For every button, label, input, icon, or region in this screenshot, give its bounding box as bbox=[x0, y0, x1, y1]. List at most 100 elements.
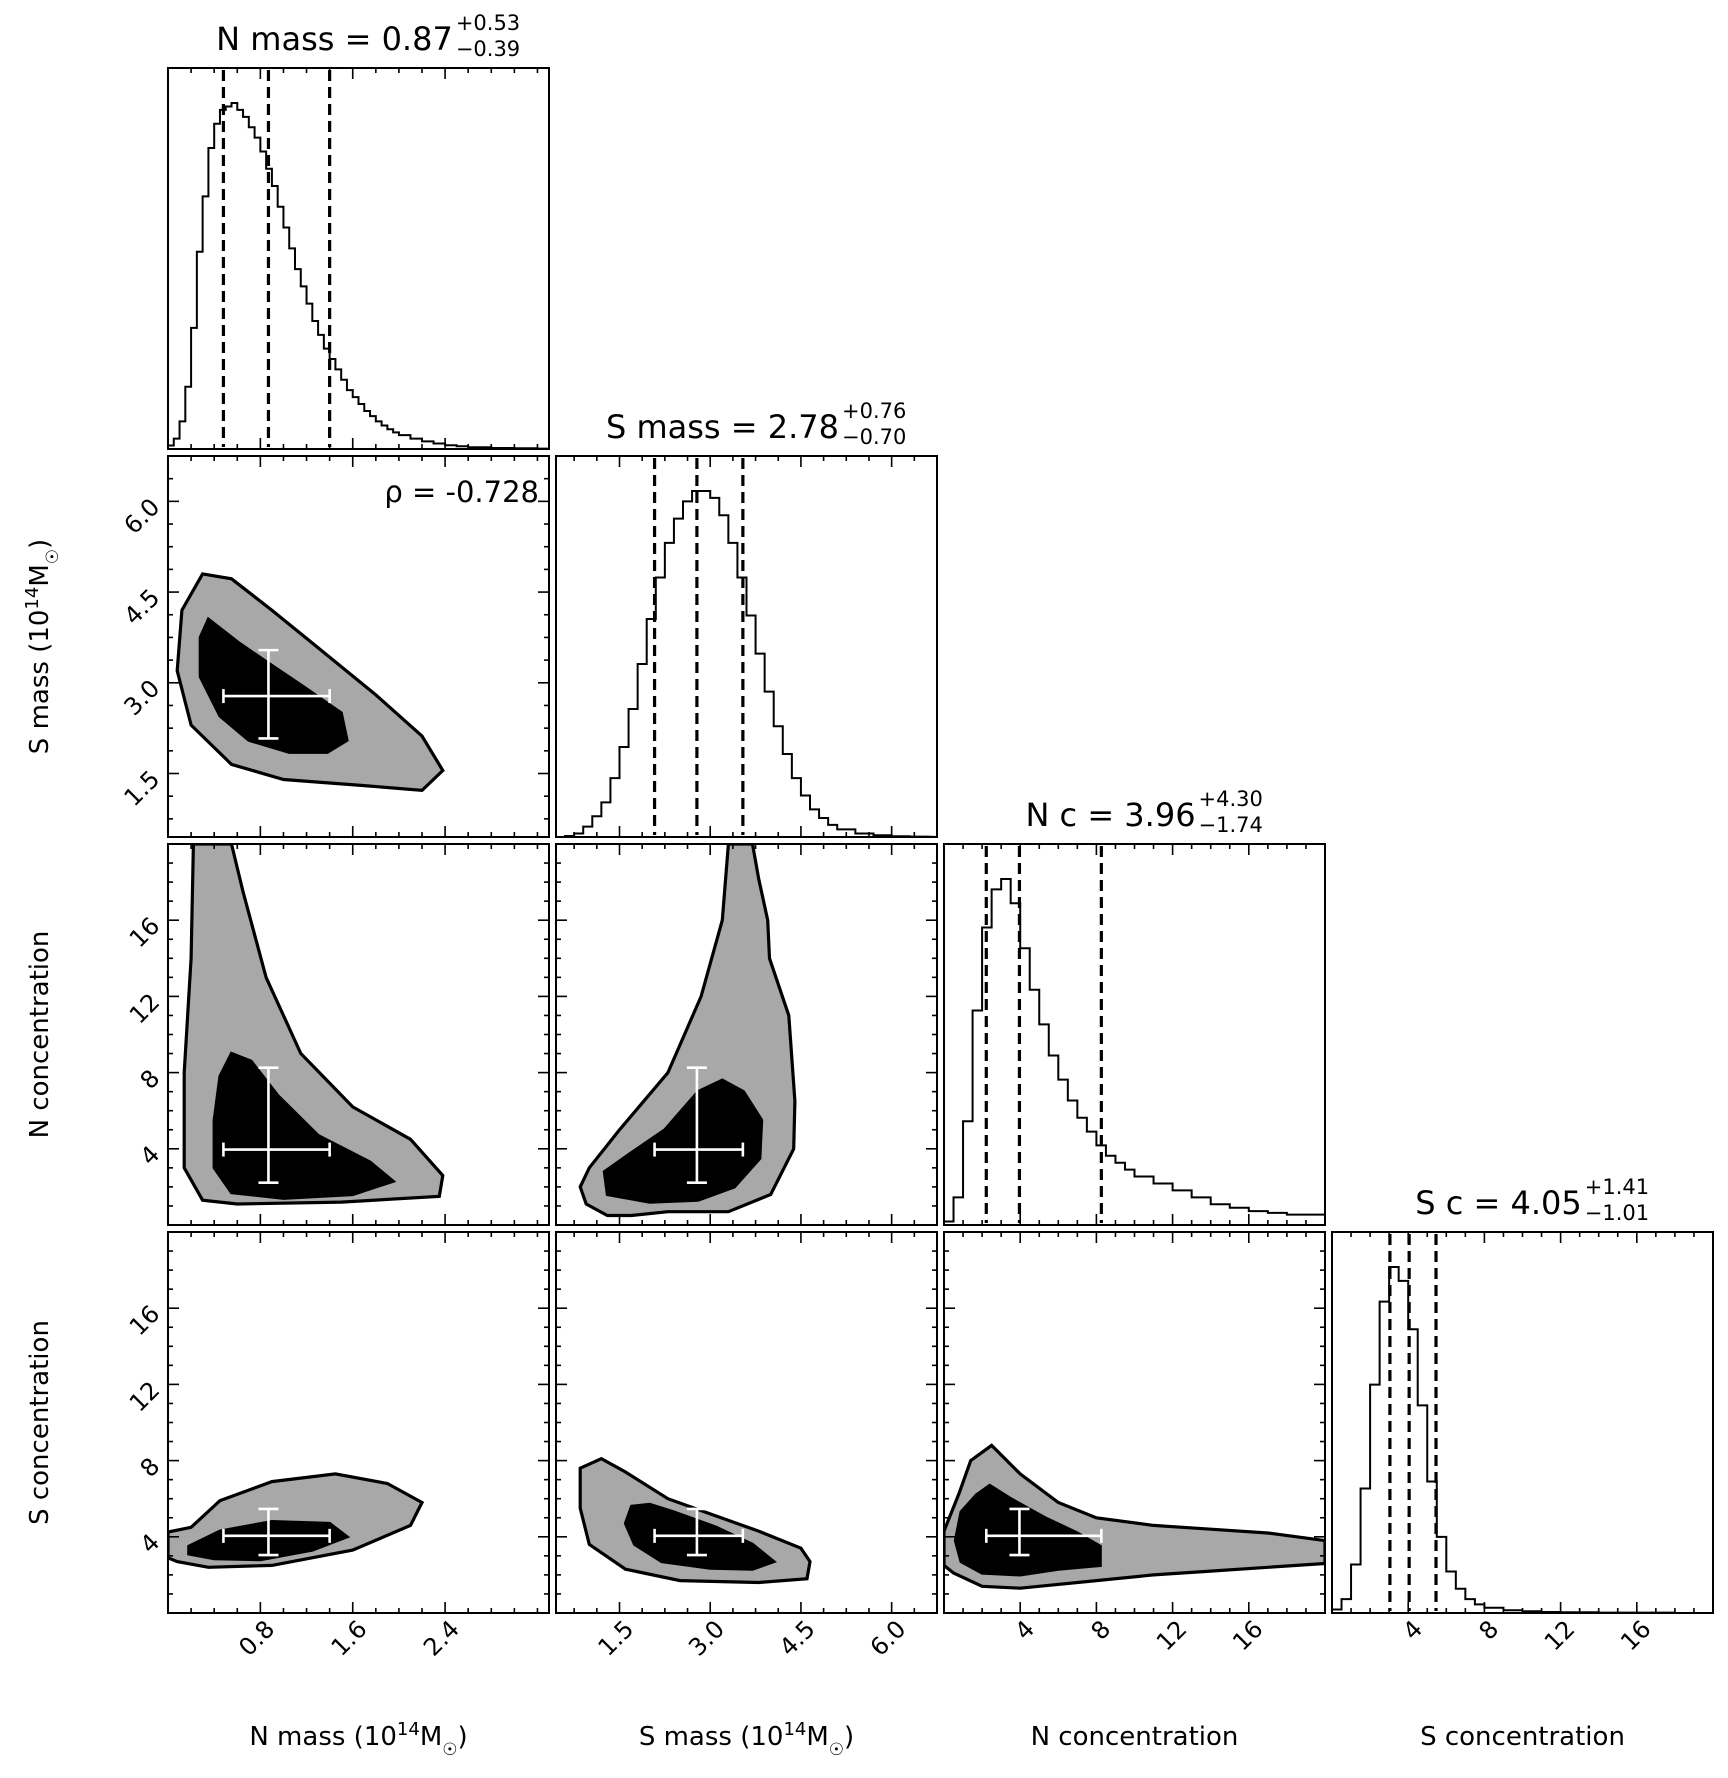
title-plus-error: +4.30 bbox=[1199, 787, 1263, 811]
x-axis-label-smass: S mass (1014M☉) bbox=[639, 1719, 854, 1761]
axis-label-unit: M bbox=[420, 1722, 442, 1752]
contour-group bbox=[168, 1472, 425, 1569]
x-tick-label: 4.5 bbox=[774, 1615, 821, 1662]
panel-frame bbox=[167, 455, 550, 838]
histogram-steps bbox=[167, 102, 550, 450]
x-axis-label-nconc: N concentration bbox=[1031, 1722, 1239, 1752]
title-name: S c bbox=[1415, 1184, 1463, 1222]
contour-panel-sconc-vs-nmass bbox=[167, 1231, 550, 1614]
axis-label-close: ) bbox=[25, 539, 55, 549]
histogram-title-sconc: S c = 4.05 +1.41−1.01 bbox=[1415, 1175, 1649, 1225]
contour-panel-sconc-vs-smass bbox=[555, 1231, 938, 1614]
panel-background bbox=[1332, 1232, 1713, 1613]
x-axis-label-nmass: N mass (1014M☉) bbox=[249, 1719, 467, 1761]
panel-frame bbox=[167, 1231, 550, 1614]
x-tick-label: 16 bbox=[1227, 1615, 1268, 1656]
axis-label-sun-symbol: ☉ bbox=[43, 549, 63, 564]
title-equals: = bbox=[721, 408, 768, 446]
median-error-bars bbox=[653, 1066, 745, 1185]
panel-frame bbox=[943, 843, 1326, 1226]
axis-label-unit: M bbox=[806, 1722, 828, 1752]
panel-frame bbox=[167, 67, 550, 450]
title-name: N mass bbox=[216, 20, 334, 58]
title-name: S mass bbox=[606, 408, 721, 446]
axis-label-close: ) bbox=[844, 1722, 854, 1752]
y-tick-label: 6.0 bbox=[119, 493, 166, 540]
title-minus-error: −1.74 bbox=[1199, 813, 1263, 837]
y-tick-label: 1.5 bbox=[119, 765, 166, 812]
contour-panel-smass-vs-nmass: ρ = -0.728 bbox=[167, 455, 550, 838]
contour-group bbox=[578, 844, 797, 1218]
contour-panel-sconc-vs-nconc bbox=[943, 1231, 1326, 1614]
y-tick-label: 4 bbox=[135, 1528, 166, 1559]
panel-frame bbox=[555, 455, 938, 838]
title-equals: = bbox=[334, 20, 381, 58]
panel-frame bbox=[555, 843, 938, 1226]
y-tick-label: 12 bbox=[124, 1376, 165, 1417]
y-tick-label: 12 bbox=[124, 988, 165, 1029]
panel-background bbox=[556, 456, 937, 837]
histogram-title-nmass: N mass = 0.87 +0.53−0.39 bbox=[216, 11, 520, 61]
histogram-panel-sconc: S c = 4.05 +1.41−1.01 bbox=[1331, 1175, 1714, 1614]
x-tick-label: 8 bbox=[1474, 1615, 1505, 1646]
median-error-bars bbox=[222, 1066, 331, 1185]
axis-label-base: S mass (10 bbox=[639, 1722, 784, 1752]
panel-frame bbox=[943, 1231, 1326, 1614]
panels: N mass = 0.87 +0.53−0.39 S mass = 2.78 +0.7… bbox=[167, 11, 1714, 1614]
title-name: N c bbox=[1025, 796, 1077, 834]
x-tick-label: 4 bbox=[1009, 1615, 1040, 1646]
median-error-bars bbox=[222, 648, 331, 740]
title-text: N mass = 0.87 bbox=[216, 20, 453, 58]
x-tick-label: 8 bbox=[1086, 1615, 1117, 1646]
x-tick-label: 12 bbox=[1539, 1615, 1580, 1656]
x-tick-label: 16 bbox=[1615, 1615, 1656, 1656]
contour-68-region bbox=[602, 1078, 764, 1204]
x-tick-label: 0.8 bbox=[233, 1615, 280, 1662]
axis-label-sun-symbol: ☉ bbox=[442, 1740, 457, 1760]
panel-frame bbox=[1331, 1231, 1714, 1614]
x-tick-label: 4 bbox=[1397, 1615, 1428, 1646]
x-tick-label: 6.0 bbox=[865, 1615, 912, 1662]
title-plus-error: +1.41 bbox=[1585, 1175, 1649, 1199]
y-tick-label: 16 bbox=[124, 912, 165, 953]
title-minus-error: −1.01 bbox=[1585, 1201, 1649, 1225]
y-tick-label: 4 bbox=[135, 1140, 166, 1171]
title-plus-error: +0.76 bbox=[842, 399, 906, 423]
histogram-title-nconc: N c = 3.96 +4.30−1.74 bbox=[1025, 787, 1262, 837]
panel-frame bbox=[167, 843, 550, 1226]
contour-group bbox=[944, 1443, 1325, 1590]
title-median: 0.87 bbox=[382, 20, 453, 58]
title-median: 4.05 bbox=[1510, 1184, 1581, 1222]
median-error-bars bbox=[222, 1507, 331, 1557]
y-axis-label-smass: S mass (1014M☉) bbox=[22, 539, 64, 754]
histogram-panel-nmass: N mass = 0.87 +0.53−0.39 bbox=[167, 11, 550, 450]
title-text: N c = 3.96 bbox=[1025, 796, 1195, 834]
y-tick-labels: 1.5 3.0 4.5 6.0 4 8 12 16 4 8 12 16 bbox=[119, 493, 166, 1559]
title-equals: = bbox=[1463, 1184, 1510, 1222]
panel-background bbox=[944, 844, 1325, 1225]
title-text: S c = 4.05 bbox=[1415, 1184, 1581, 1222]
y-tick-label: 4.5 bbox=[119, 584, 166, 631]
correlation-annotation: ρ = -0.728 bbox=[384, 475, 539, 509]
axis-label-exponent: 14 bbox=[397, 1719, 420, 1740]
title-minus-error: −0.70 bbox=[842, 425, 906, 449]
axis-label-exponent: 14 bbox=[22, 587, 43, 610]
y-axis-label-nconc: N concentration bbox=[25, 931, 55, 1139]
axis-label-base: N mass (10 bbox=[249, 1722, 397, 1752]
contour-group bbox=[578, 1456, 812, 1585]
x-tick-label: 12 bbox=[1151, 1615, 1192, 1656]
histogram-panel-smass: S mass = 2.78 +0.76−0.70 bbox=[555, 399, 938, 838]
title-minus-error: −0.39 bbox=[456, 37, 520, 61]
title-plus-error: +0.53 bbox=[456, 11, 520, 35]
y-tick-label: 8 bbox=[135, 1064, 166, 1095]
title-median: 3.96 bbox=[1124, 796, 1195, 834]
panel-frame bbox=[555, 1231, 938, 1614]
x-tick-label: 1.5 bbox=[593, 1615, 640, 1662]
panel-background bbox=[168, 68, 549, 449]
axis-label-exponent: 14 bbox=[783, 1719, 806, 1740]
axis-labels: N mass (1014M☉) S mass (1014M☉) N concentr… bbox=[22, 539, 1625, 1760]
y-tick-label: 3.0 bbox=[119, 674, 166, 721]
histogram-panel-nconc: N c = 3.96 +4.30−1.74 bbox=[943, 787, 1326, 1226]
contour-68-region bbox=[953, 1483, 1102, 1577]
histogram-title-smass: S mass = 2.78 +0.76−0.70 bbox=[606, 399, 906, 449]
